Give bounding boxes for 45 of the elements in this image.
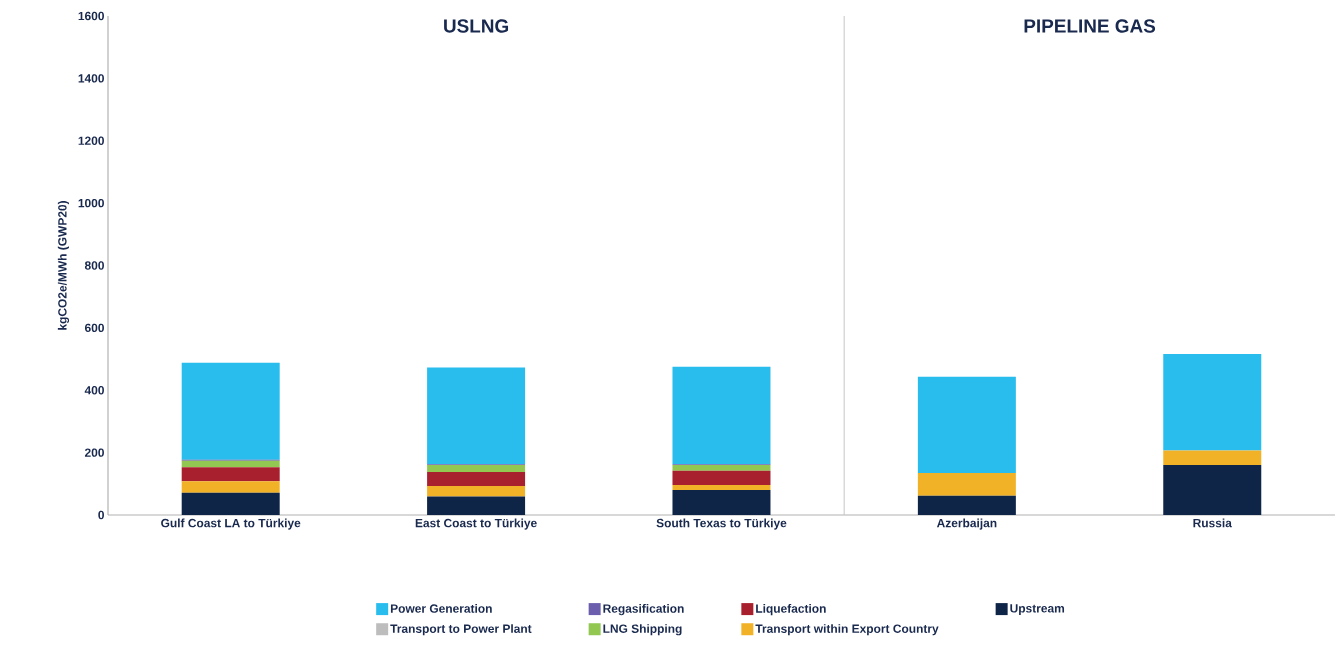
bar: [181, 492, 280, 515]
legend-label: Liquefaction: [756, 604, 826, 616]
y-tick-label: 1000: [78, 198, 104, 208]
y-axis-title: kgCO2e/MWh (GWP20): [57, 201, 70, 330]
bar: [672, 490, 771, 515]
x-tick-label: South Texas to Türkiye: [656, 518, 787, 530]
y-tick-label: 400: [84, 386, 104, 395]
bar: [1163, 465, 1262, 515]
annotation: USLNG: [444, 19, 509, 33]
y-tick-label: 800: [84, 261, 104, 270]
x-tick-label: Azerbaijan: [936, 518, 997, 530]
bar: [672, 465, 771, 471]
y-tick-label: 1200: [78, 136, 104, 145]
bar: [672, 485, 771, 491]
bar: [1163, 450, 1262, 466]
bar: [427, 486, 526, 497]
legend-label: Upstream: [1010, 604, 1065, 615]
bar: [672, 366, 771, 465]
bar: [181, 481, 280, 493]
bar: [917, 376, 1016, 473]
legend-label: Transport within Export Country: [755, 624, 939, 636]
legend-label: LNG Shipping: [603, 624, 682, 636]
y-tick-label: 1400: [78, 74, 104, 83]
bar: [917, 472, 1016, 496]
bar: [917, 495, 1016, 515]
bar: [181, 362, 280, 460]
bar: [1163, 354, 1262, 451]
bar: [181, 467, 280, 482]
legend-label: Regasification: [603, 604, 684, 616]
legend-label: Power Generation: [390, 604, 492, 613]
y-tick-label: 600: [84, 323, 104, 333]
x-tick-label: Gulf Coast LA to Türkiye: [161, 518, 301, 530]
x-tick-label: Russia: [1193, 518, 1232, 528]
bar: [427, 367, 526, 465]
bar: [427, 496, 526, 515]
y-tick-label: 0: [98, 510, 104, 520]
bar: [427, 471, 526, 486]
bar: [181, 460, 280, 468]
bar: [427, 465, 526, 472]
annotation: PIPELINE GAS: [1024, 19, 1156, 33]
legend-label: Transport to Power Plant: [390, 624, 532, 636]
y-tick-label: 1600: [78, 11, 104, 21]
bar: [672, 470, 771, 486]
y-tick-label: 200: [84, 448, 104, 457]
x-tick-label: East Coast to Türkiye: [415, 518, 537, 530]
